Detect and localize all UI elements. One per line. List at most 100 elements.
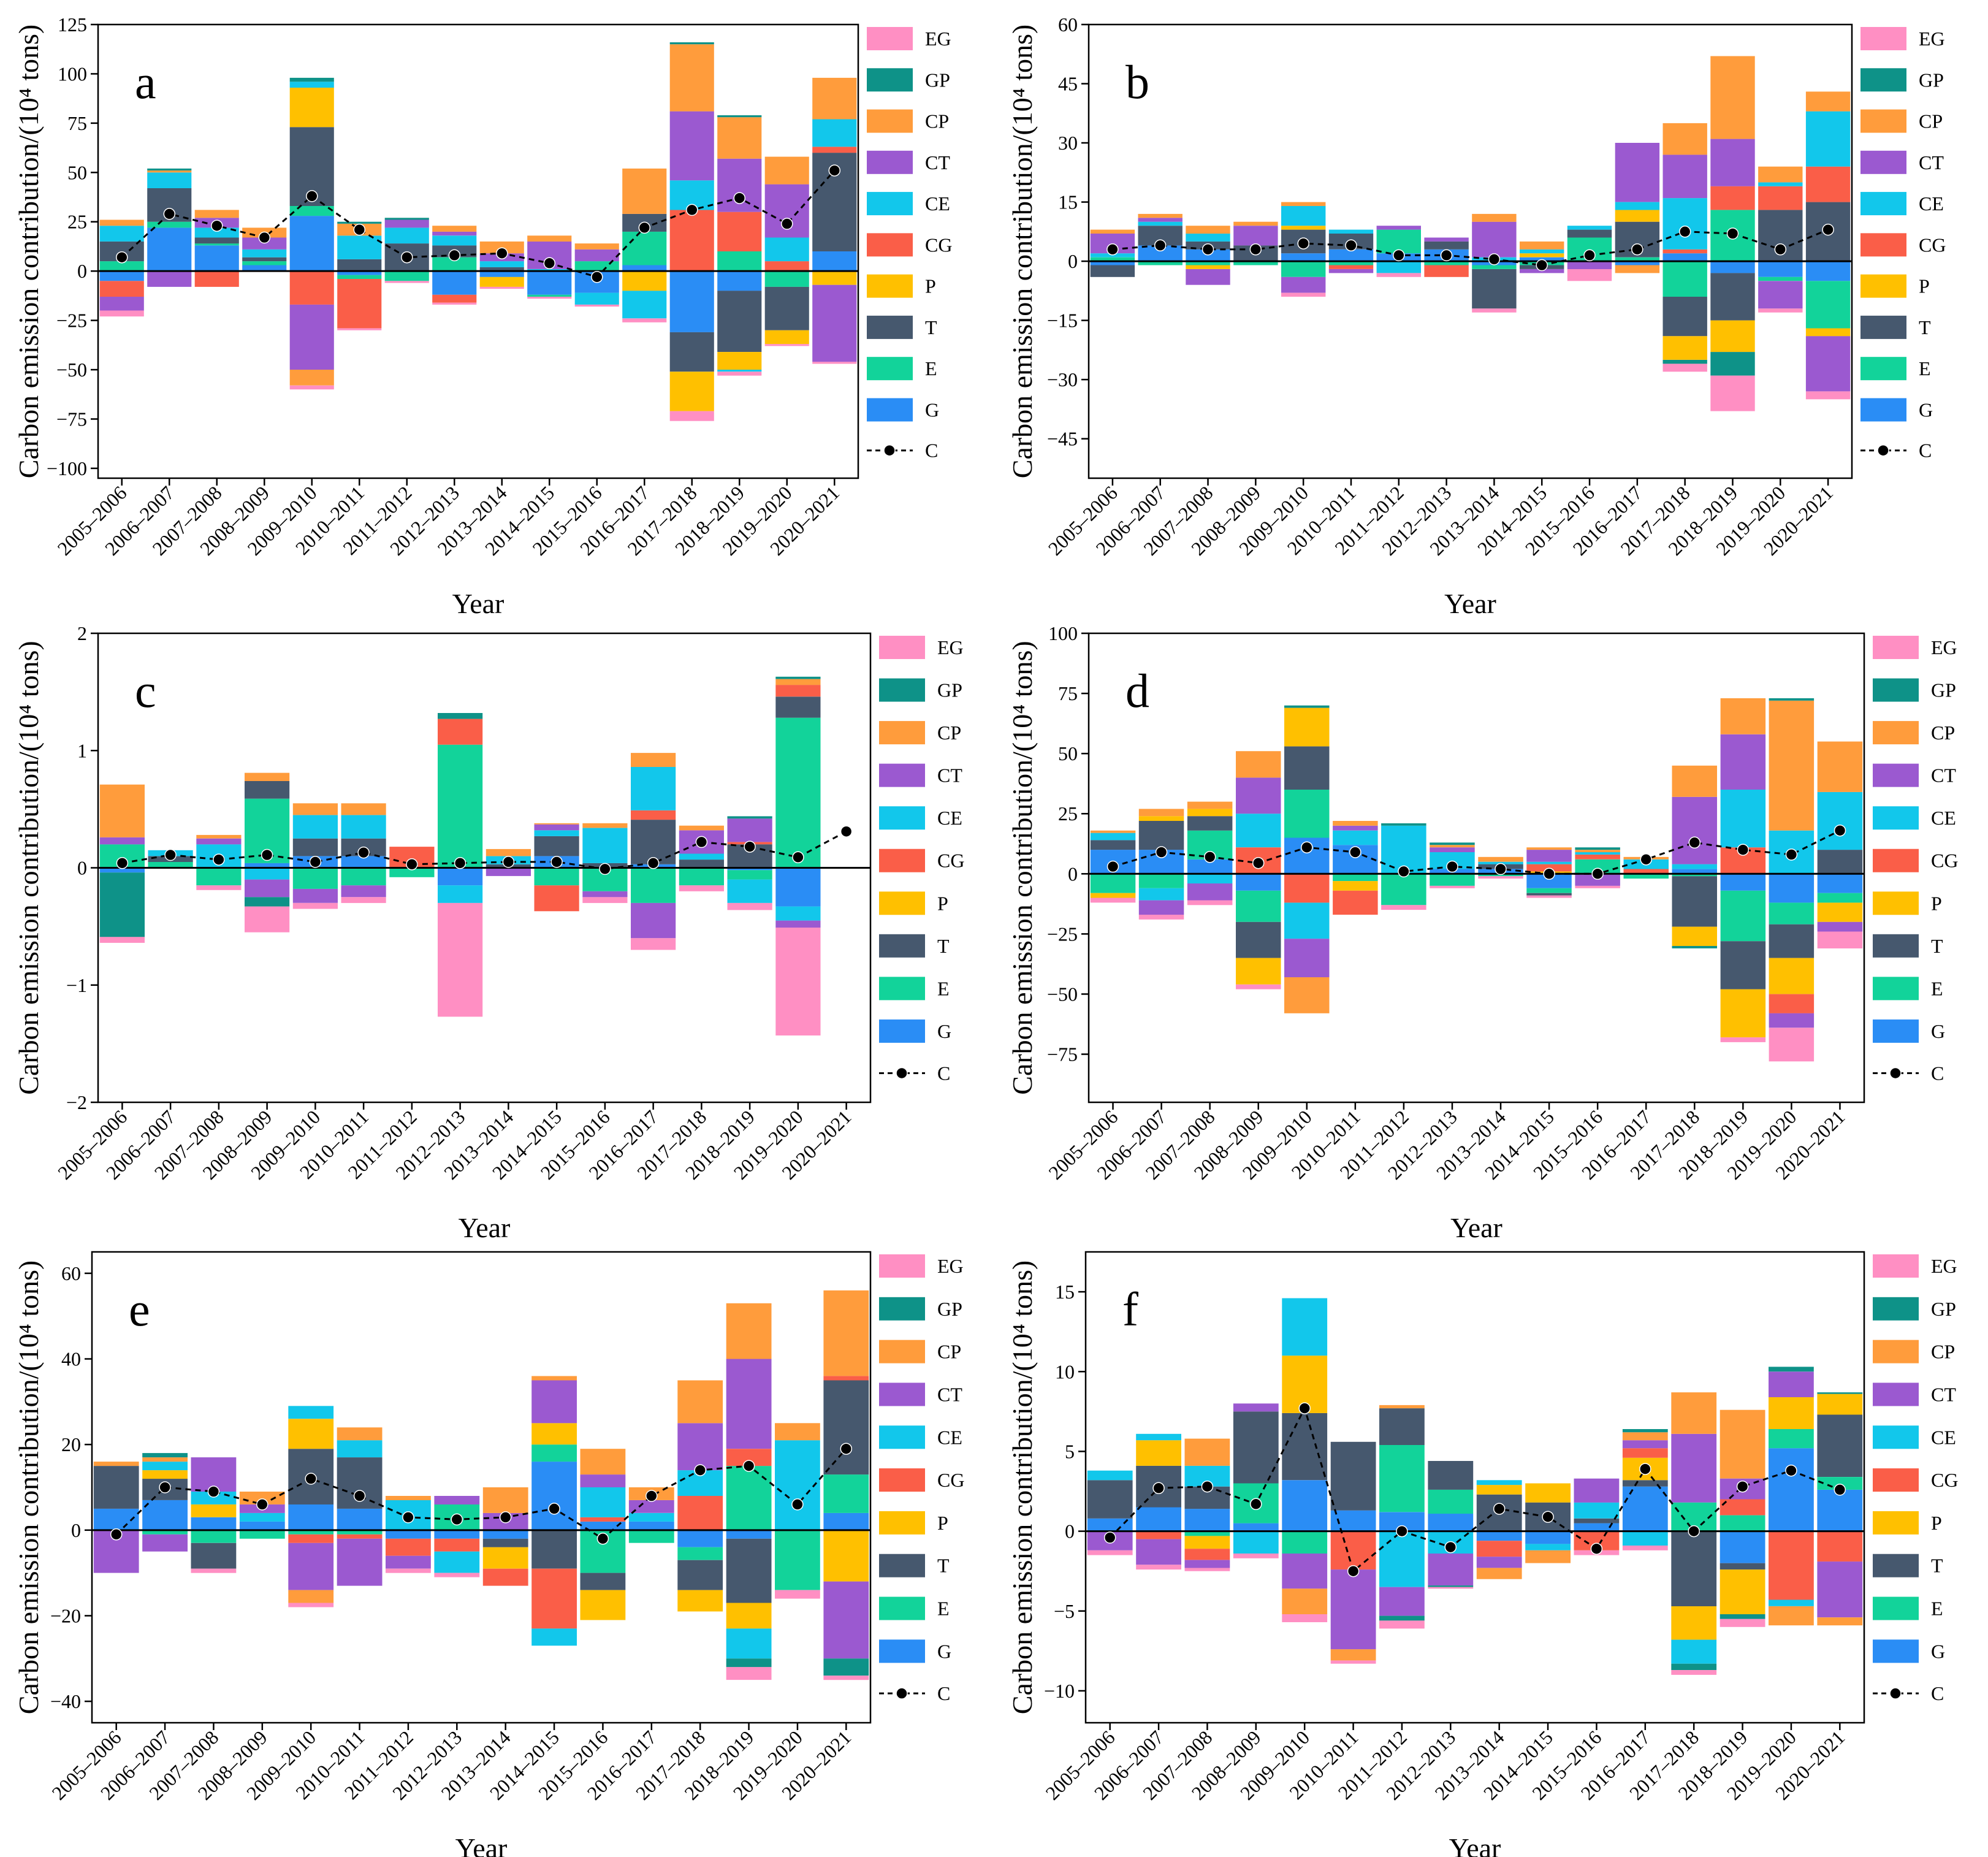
- bar-f-e-15: [1817, 1477, 1863, 1490]
- bar-f-g-0: [1087, 1518, 1133, 1531]
- total-point-f-4: [1298, 1402, 1311, 1414]
- bar-f-eg-7: [1428, 1587, 1474, 1589]
- bar-b-cp-13: [1710, 56, 1755, 139]
- bar-b-ct-11: [1615, 143, 1660, 202]
- bar-e-t-13: [726, 1538, 772, 1603]
- bar-b-cp-11: [1615, 265, 1660, 273]
- bar-e-ct-1: [142, 1534, 188, 1552]
- bar-c-eg-13: [727, 902, 772, 910]
- total-point-c-4: [309, 856, 322, 868]
- bar-c-gp-0: [99, 872, 145, 937]
- bar-d-eg-1: [1138, 915, 1184, 920]
- bar-e-g-13: [726, 1530, 772, 1539]
- bar-c-eg-3: [245, 906, 290, 932]
- bar-e-cg-9: [531, 1568, 577, 1629]
- bar-b-ct-3: [1233, 226, 1278, 246]
- bar-e-cg-10: [580, 1517, 626, 1522]
- bar-e-t-8: [482, 1538, 528, 1547]
- total-point-e-13: [742, 1460, 755, 1472]
- bar-d-t-9: [1526, 893, 1572, 896]
- total-point-a-9: [543, 257, 556, 270]
- bar-c-gp-7: [438, 713, 483, 719]
- bar-c-ct-2: [196, 838, 242, 845]
- legend-marker-a-c: [883, 444, 896, 457]
- bar-d-e-0: [1090, 874, 1136, 893]
- bar-d-cp-0: [1090, 830, 1136, 833]
- legend-label-b-cg: CG: [1919, 234, 1946, 256]
- bar-c-eg-4: [292, 902, 338, 909]
- total-point-b-8: [1488, 253, 1501, 265]
- total-point-d-0: [1106, 860, 1119, 873]
- total-point-d-10: [1591, 867, 1604, 880]
- bar-e-cg-8: [482, 1568, 528, 1586]
- bar-b-g-14: [1758, 261, 1803, 277]
- bar-e-cg-6: [386, 1538, 431, 1556]
- bar-b-p-11: [1615, 210, 1660, 222]
- x-axis-d: 2005–20062006–20072007–20082008–20092009…: [1044, 1102, 1849, 1184]
- total-point-c-5: [357, 846, 370, 859]
- bar-a-eg-15: [812, 362, 857, 364]
- total-point-e-7: [451, 1513, 463, 1526]
- bar-d-ct-5: [1333, 825, 1378, 831]
- bar-e-g-7: [434, 1530, 480, 1539]
- legend-label-e-e: E: [937, 1598, 950, 1620]
- bar-e-cp-4: [288, 1590, 334, 1603]
- legend-label-e-ce: CE: [937, 1426, 962, 1448]
- bar-b-cp-14: [1758, 166, 1803, 183]
- bar-f-eg-1: [1136, 1565, 1181, 1570]
- bar-f-cp-9: [1525, 1550, 1571, 1563]
- bar-b-eg-4: [1281, 292, 1326, 297]
- bar-d-t-4: [1284, 746, 1330, 790]
- bar-c-ct-4: [292, 888, 338, 903]
- bar-f-ct-3: [1233, 1403, 1279, 1412]
- bar-e-eg-15: [823, 1676, 869, 1680]
- total-point-c-15: [840, 825, 853, 837]
- plot-frame-b: [1087, 23, 1853, 479]
- bar-f-g-10: [1574, 1523, 1620, 1531]
- bar-b-e-1: [1138, 261, 1183, 265]
- bar-b-p-4: [1281, 226, 1326, 230]
- bar-b-ct-15: [1805, 336, 1851, 392]
- bar-b-ce-14: [1758, 182, 1803, 186]
- y-axis-title-f: Carbon emission contribution/(10⁴ tons): [1007, 1260, 1038, 1714]
- bar-c-eg-5: [341, 897, 386, 903]
- bar-d-cp-8: [1478, 856, 1523, 862]
- y-tick-label-f-5: 15: [1055, 1281, 1075, 1303]
- bar-f-p-12: [1671, 1606, 1717, 1640]
- bar-e-t-10: [580, 1573, 626, 1590]
- bar-a-ct-12: [669, 111, 714, 181]
- total-point-e-0: [110, 1528, 123, 1541]
- bar-e-p-15: [823, 1530, 869, 1582]
- total-series-a: [116, 164, 841, 283]
- bar-b-t-12: [1662, 297, 1707, 337]
- bar-e-g-3: [239, 1521, 285, 1530]
- x-axis-a: 2005–20062006–20072007–20082008–20092009…: [53, 478, 844, 560]
- plot-frame-f: [1084, 1251, 1865, 1724]
- bar-d-ce-8: [1478, 861, 1523, 864]
- bar-b-ct-10: [1567, 261, 1612, 269]
- y-tick-label-c-0: −2: [66, 1091, 87, 1113]
- y-tick-label-a-3: −25: [56, 310, 87, 332]
- x-axis-title-a: Year: [452, 588, 505, 619]
- bar-e-e-3: [239, 1530, 285, 1539]
- bar-c-ct-10: [582, 891, 628, 898]
- legend-swatch-d-p: [1873, 891, 1919, 915]
- bar-d-cg-14: [1769, 994, 1815, 1013]
- bar-e-ce-3: [239, 1512, 285, 1522]
- bar-e-e-1: [142, 1530, 188, 1535]
- bar-c-ct-8: [486, 867, 531, 876]
- legend-label-a-cp: CP: [925, 110, 949, 132]
- legend-swatch-c-eg: [879, 636, 925, 659]
- legend-swatch-e-p: [879, 1511, 925, 1535]
- total-point-c-8: [502, 856, 515, 868]
- bar-b-p-13: [1710, 320, 1755, 353]
- bar-e-g-9: [531, 1462, 577, 1530]
- bar-f-cg-8: [1476, 1541, 1522, 1557]
- total-point-c-7: [454, 857, 467, 869]
- bar-d-cp-3: [1236, 751, 1281, 778]
- bar-f-g-15: [1817, 1489, 1863, 1531]
- bar-d-p-12: [1672, 926, 1717, 946]
